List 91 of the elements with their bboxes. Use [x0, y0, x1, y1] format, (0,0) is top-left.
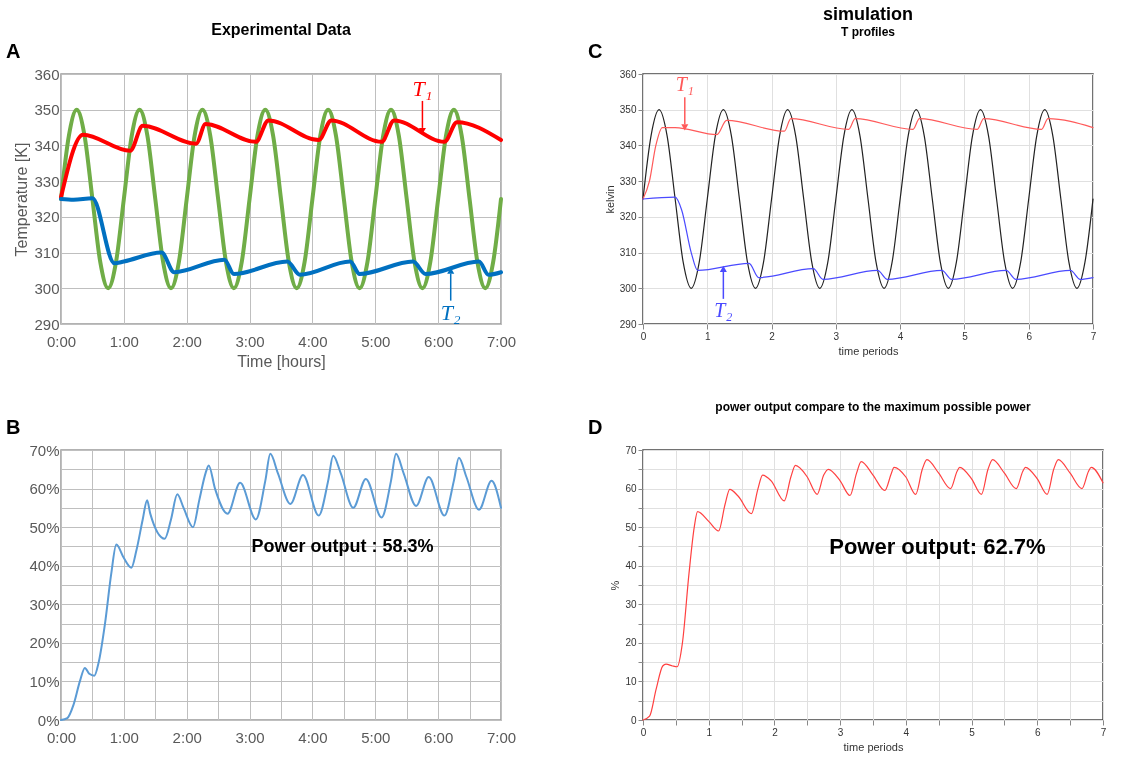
- x-tick-label: 3: [837, 726, 844, 738]
- text: A: [6, 40, 21, 62]
- text: B: [6, 416, 21, 438]
- y-tick-label: 10: [625, 675, 637, 687]
- x-tick-label: 6:00: [424, 332, 454, 350]
- y-tick-label: 300: [34, 279, 60, 297]
- annotation: T₂: [714, 298, 733, 321]
- x-tick-label: 2:00: [172, 332, 202, 350]
- x-tick-label: 2: [772, 726, 779, 738]
- y-tick-label: 290: [34, 315, 60, 333]
- y-tick-label: 0: [630, 714, 637, 726]
- x-axis-title: time periods: [838, 344, 899, 357]
- y-tick-label: 360: [619, 68, 637, 80]
- annotation: Power output: 62.7%: [829, 534, 1046, 560]
- chart-title: power output compare to the maximum possible power: [715, 400, 1032, 414]
- x-tick-label: 5: [969, 726, 976, 738]
- chart-subtitle: T profiles: [840, 25, 896, 39]
- x-tick-label: 5: [962, 330, 969, 342]
- y-tick-label: 290: [619, 318, 637, 330]
- y-tick-label: 340: [34, 136, 60, 154]
- y-tick-label: 310: [34, 244, 60, 262]
- y-tick-label: 40: [625, 560, 637, 572]
- x-tick-label: 4:00: [298, 728, 328, 746]
- annotation: T₂: [440, 299, 461, 325]
- y-tick-label: 320: [34, 208, 60, 226]
- y-tick-label: 50: [625, 521, 637, 533]
- text: D: [588, 416, 603, 438]
- y-tick-label: 330: [34, 172, 60, 190]
- line-series: [59, 118, 503, 200]
- x-tick-label: 6:00: [424, 728, 454, 746]
- y-tick-label: 60: [625, 483, 637, 495]
- line-series: [59, 196, 503, 277]
- x-tick-label: 4:00: [298, 332, 328, 350]
- x-tick-label: 5:00: [361, 332, 391, 350]
- x-tick-label: 3:00: [235, 332, 265, 350]
- y-tick-label: 310: [619, 247, 637, 259]
- y-axis-title: Temperature [K]: [13, 142, 31, 257]
- x-axis-title: time periods: [843, 740, 904, 753]
- x-tick-label: 6: [1035, 726, 1041, 738]
- y-tick-label: 320: [619, 211, 637, 223]
- x-tick-label: 4: [897, 330, 904, 342]
- x-tick-label: 7: [1100, 726, 1107, 738]
- x-tick-label: 1:00: [109, 332, 139, 350]
- y-axis-title: %: [609, 580, 622, 591]
- x-tick-label: 2: [769, 330, 776, 342]
- y-tick-label: 30: [625, 598, 637, 610]
- y-tick-label: 0%: [37, 711, 60, 729]
- line-series: [60, 452, 502, 721]
- y-tick-label: 40%: [29, 557, 60, 575]
- y-tick-label: 70%: [29, 441, 60, 459]
- x-tick-label: 1: [706, 726, 713, 738]
- x-tick-label: 1: [705, 330, 711, 342]
- x-tick-label: 0: [640, 726, 647, 738]
- x-tick-label: 0:00: [46, 728, 77, 746]
- y-tick-label: 10%: [29, 672, 60, 690]
- y-tick-label: 300: [619, 282, 637, 294]
- chart-title: simulation: [822, 4, 914, 24]
- y-tick-label: 330: [619, 175, 637, 187]
- x-tick-label: 5:00: [361, 728, 391, 746]
- y-tick-label: 20%: [29, 634, 60, 652]
- y-tick-label: 340: [619, 139, 637, 151]
- x-tick-label: 2:00: [172, 728, 202, 746]
- line-series: [642, 109, 1094, 289]
- y-tick-label: 360: [34, 65, 60, 83]
- x-tick-label: 3: [833, 330, 840, 342]
- y-tick-label: 60%: [29, 480, 60, 498]
- y-tick-label: 350: [619, 104, 637, 116]
- y-tick-label: 70: [625, 444, 637, 456]
- y-tick-label: 30%: [29, 595, 60, 613]
- x-tick-label: 3:00: [235, 728, 265, 746]
- text: C: [588, 40, 603, 62]
- line-series: [642, 118, 1094, 200]
- y-axis-title: kelvin: [603, 185, 616, 214]
- x-tick-label: 1:00: [109, 728, 139, 746]
- y-tick-label: 50%: [29, 518, 60, 536]
- x-tick-label: 6: [1026, 330, 1033, 342]
- y-tick-label: 350: [34, 101, 60, 119]
- annotation: T₁: [412, 75, 433, 101]
- annotation: Power output : 58.3%: [251, 536, 434, 557]
- chart-title: Experimental Data: [211, 21, 351, 38]
- x-tick-label: 0:00: [46, 332, 77, 350]
- x-tick-label: 7:00: [486, 332, 517, 350]
- line-series: [642, 196, 1094, 280]
- x-tick-label: 7:00: [486, 728, 517, 746]
- x-axis-title: Time [hours]: [237, 352, 326, 370]
- annotation: T₁: [675, 73, 694, 96]
- x-tick-label: 7: [1090, 330, 1097, 342]
- line-series: [59, 107, 503, 291]
- y-tick-label: 20: [625, 637, 637, 649]
- x-tick-label: 0: [640, 330, 647, 342]
- x-tick-label: 4: [903, 726, 910, 738]
